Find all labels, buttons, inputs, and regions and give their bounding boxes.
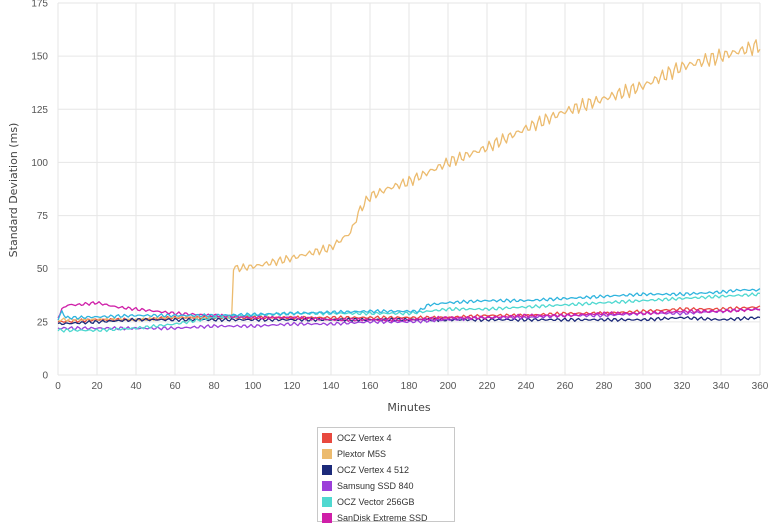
legend-swatch: [322, 497, 332, 507]
x-tick-label: 280: [596, 381, 613, 392]
series-line: [57, 292, 761, 333]
series-lines: [57, 39, 761, 333]
x-tick-label: 300: [635, 381, 652, 392]
x-tick-label: 360: [752, 381, 769, 392]
legend-label: OCZ Vector 256GB: [337, 497, 415, 507]
x-tick-label: 340: [713, 381, 730, 392]
y-tick-label: 75: [37, 211, 49, 222]
x-tick-label: 320: [674, 381, 691, 392]
legend-swatch: [322, 465, 332, 475]
legend: OCZ Vertex 4 Plextor M5S OCZ Vertex 4 51…: [317, 427, 455, 523]
y-tick-label: 25: [37, 317, 49, 328]
series-line: [57, 316, 761, 326]
x-tick-label: 220: [479, 381, 496, 392]
legend-label: Plextor M5S: [337, 449, 387, 459]
legend-swatch: [322, 449, 332, 459]
series-line: [57, 288, 761, 321]
y-tick-label: 150: [31, 52, 48, 63]
x-tick-label: 20: [91, 381, 103, 392]
legend-swatch: [322, 513, 332, 523]
y-axis-title: Standard Deviation (ms): [7, 123, 20, 258]
x-tick-label: 100: [245, 381, 262, 392]
y-tick-label: 0: [42, 371, 48, 382]
x-tick-label: 40: [130, 381, 142, 392]
x-tick-label: 260: [557, 381, 574, 392]
x-tick-label: 0: [55, 381, 61, 392]
legend-label: OCZ Vertex 4: [337, 433, 392, 443]
legend-label: Samsung SSD 840: [337, 481, 414, 491]
legend-label: SanDisk Extreme SSD: [337, 513, 428, 523]
x-tick-label: 180: [401, 381, 418, 392]
x-axis-title: Minutes: [387, 401, 431, 414]
x-tick-label: 60: [169, 381, 181, 392]
y-tick-label: 175: [31, 0, 48, 10]
legend-swatch: [322, 433, 332, 443]
x-tick-label: 160: [362, 381, 379, 392]
series-line: [57, 305, 761, 324]
x-axis-ticks: 0 20 40 60 80 100 120 140 160 180 200 220 240 260 280 3…: [55, 381, 769, 392]
x-tick-label: 140: [323, 381, 340, 392]
legend-item[interactable]: Plextor M5S: [322, 446, 450, 462]
x-tick-label: 80: [208, 381, 220, 392]
series-line: [57, 307, 761, 331]
x-tick-label: 240: [518, 381, 535, 392]
legend-item[interactable]: SanDisk Extreme SSD: [322, 510, 450, 526]
legend-item[interactable]: OCZ Vector 256GB: [322, 494, 450, 510]
legend-item[interactable]: Samsung SSD 840: [322, 478, 450, 494]
y-tick-label: 50: [37, 264, 49, 275]
legend-label: OCZ Vertex 4 512: [337, 465, 410, 475]
legend-item[interactable]: OCZ Vertex 4 512: [322, 462, 450, 478]
y-tick-label: 125: [31, 105, 48, 116]
legend-swatch: [322, 481, 332, 491]
x-tick-label: 200: [440, 381, 457, 392]
y-tick-label: 100: [31, 158, 48, 169]
x-tick-label: 120: [284, 381, 301, 392]
y-axis-ticks: 0 25 50 75 100 125 150 175: [31, 0, 48, 382]
legend-item[interactable]: OCZ Vertex 4: [322, 430, 450, 446]
